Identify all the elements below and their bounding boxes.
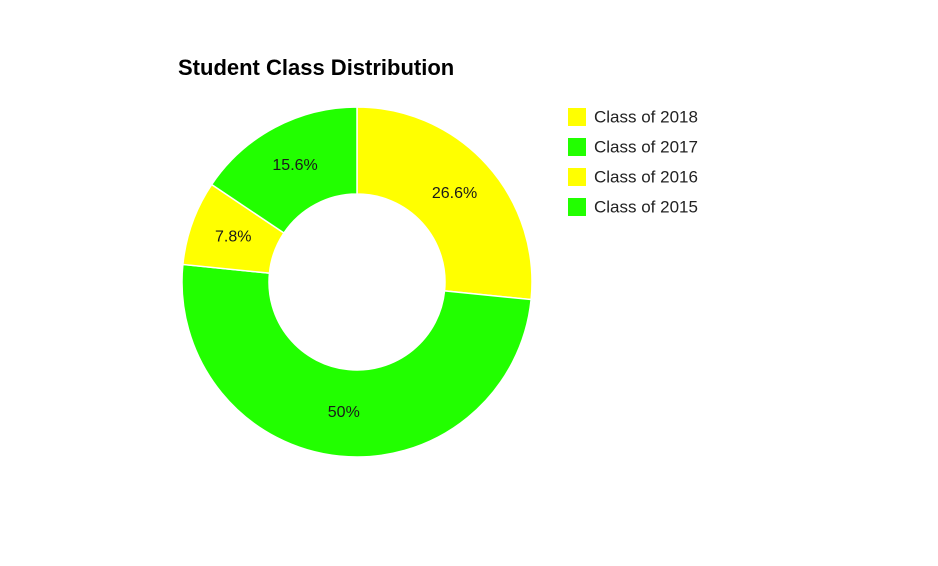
legend-item-class-of-2017: Class of 2017	[568, 137, 698, 156]
legend-item-class-of-2018: Class of 2018	[568, 107, 698, 126]
slice-class-of-2018	[356, 106, 533, 301]
legend-swatch-class-of-2017	[568, 138, 586, 156]
legend-swatch-class-of-2015	[568, 198, 586, 216]
legend-label-class-of-2018: Class of 2018	[594, 107, 698, 126]
legend-item-class-of-2015: Class of 2015	[568, 197, 698, 216]
legend: Class of 2018 Class of 2017 Class of 2016 C…	[568, 107, 698, 216]
slice-labels: 26.6% 50% 7.8% 15.6%	[215, 157, 477, 421]
slice-label-class-of-2017: 15.6%	[272, 157, 317, 174]
donut-slices	[181, 106, 533, 459]
legend-label-class-of-2015: Class of 2015	[594, 197, 698, 216]
slice-class-of-2015	[181, 263, 532, 459]
legend-swatch-class-of-2016	[568, 168, 586, 186]
slice-label-class-of-2018: 26.6%	[432, 185, 477, 202]
slice-class-of-2017	[210, 106, 358, 235]
chart-title: Student Class Distribution	[178, 55, 454, 80]
legend-label-class-of-2017: Class of 2017	[594, 137, 698, 156]
slice-label-class-of-2016: 7.8%	[215, 229, 251, 246]
legend-swatch-class-of-2018	[568, 108, 586, 126]
legend-label-class-of-2016: Class of 2016	[594, 167, 698, 186]
slice-label-class-of-2015: 50%	[328, 404, 360, 421]
legend-item-class-of-2016: Class of 2016	[568, 167, 698, 186]
